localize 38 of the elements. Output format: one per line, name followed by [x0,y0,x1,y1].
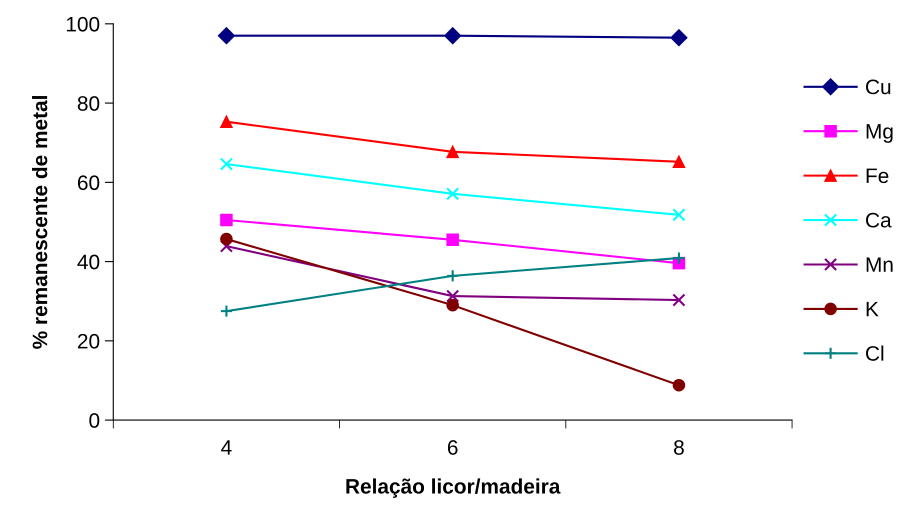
legend-label: Cl [866,346,884,361]
point [220,158,234,171]
point [670,29,688,46]
legend-label: Cu [866,80,890,94]
y-axis-title: % remanescente de metal [32,96,48,349]
point [672,293,686,307]
point [444,27,462,44]
point [672,251,686,265]
x-tick-label: 8 [674,440,684,455]
y-tick-label: 0 [89,413,100,428]
legend-label: Ca [866,212,892,228]
point [446,187,460,200]
point [446,146,459,158]
point [218,27,235,44]
y-tick-label: 40 [77,254,100,270]
point [220,115,233,128]
point [220,232,233,246]
point [672,155,686,168]
y-tick-label: 100 [66,16,100,32]
point [672,208,686,222]
x-axis-title: Relação licor/madeira [346,478,560,498]
y-tick-label: 60 [78,175,100,190]
point [672,378,686,392]
point [220,240,234,253]
legend-label: K [866,302,879,316]
y-tick-label: 20 [78,334,100,349]
point [220,304,234,318]
x-tick-label: 4 [221,440,232,455]
legend-label: Mg [866,124,893,143]
point [446,234,459,246]
x-tick-label: 6 [448,440,458,455]
point [446,289,460,303]
point [446,298,459,312]
legend-label: Mn [866,257,893,272]
y-tick-label: 80 [78,96,100,111]
point [220,214,233,226]
point [446,269,460,282]
legend-label: Fe [866,168,888,184]
